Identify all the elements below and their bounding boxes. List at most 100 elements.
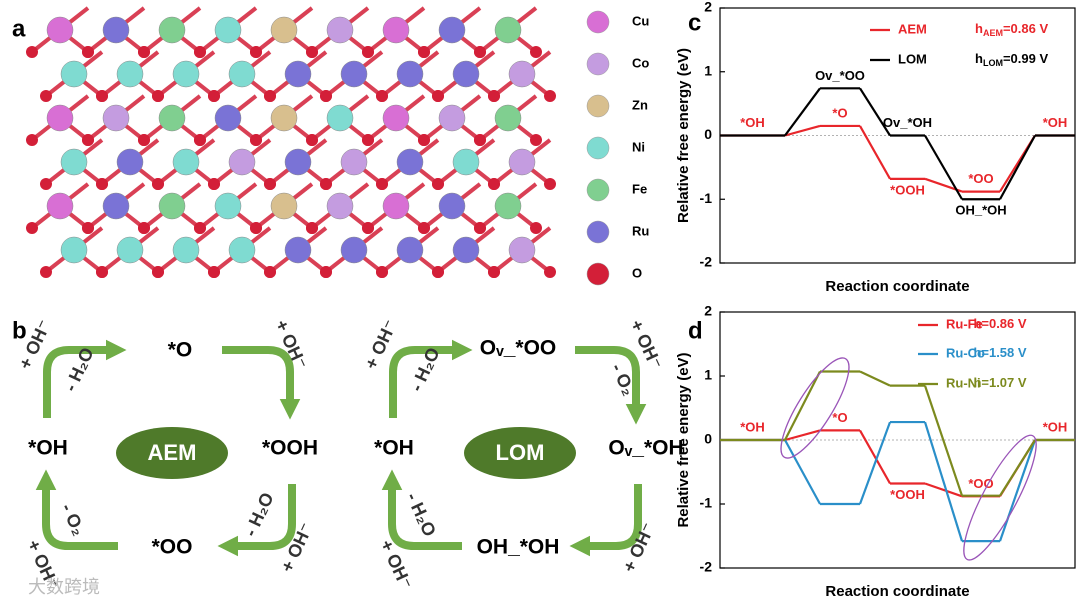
connector — [858, 421, 892, 505]
lom-oval — [464, 427, 576, 479]
oxygen-atom — [26, 134, 38, 146]
point-label: *OO — [968, 476, 993, 491]
y-axis-label: Relative free energy (eV) — [675, 352, 692, 527]
atom — [340, 236, 368, 264]
connector — [784, 439, 821, 505]
atom — [172, 236, 200, 264]
oxygen-atom — [208, 90, 220, 102]
atom — [270, 16, 298, 44]
y-tick-label: -1 — [700, 190, 713, 206]
oxygen-atom — [306, 46, 318, 58]
atom — [438, 104, 466, 132]
atom — [382, 104, 410, 132]
legend-swatch — [586, 10, 610, 34]
atom — [60, 148, 88, 176]
y-tick-label: -1 — [700, 495, 713, 511]
oxygen-atom — [26, 222, 38, 234]
oxygen-atom — [362, 222, 374, 234]
oxygen-atom — [194, 222, 206, 234]
oxygen-atom — [82, 134, 94, 146]
oxygen-atom — [194, 134, 206, 146]
oxygen-atom — [152, 90, 164, 102]
legend-label: Ru-Fe — [946, 316, 983, 331]
oxygen-atom — [26, 46, 38, 58]
oxygen-atom — [96, 178, 108, 190]
atom — [508, 60, 536, 88]
panel-label: d — [688, 317, 703, 344]
oxygen-atom — [40, 178, 52, 190]
atom — [284, 60, 312, 88]
atom — [326, 104, 354, 132]
connector — [859, 429, 891, 485]
legend-note: hLOM=0.99 V — [975, 51, 1048, 68]
atom — [172, 148, 200, 176]
oxygen-atom — [530, 222, 542, 234]
oxygen-atom — [264, 90, 276, 102]
atom — [452, 148, 480, 176]
point-label: *OH — [1043, 419, 1068, 434]
note-part: =0.99 V — [1003, 51, 1049, 66]
oxygen-atom — [250, 134, 262, 146]
oxygen-atom — [474, 46, 486, 58]
watermark: 大数跨境 — [28, 577, 100, 597]
legend-swatch — [586, 94, 610, 118]
legend-label: Ru-Ni — [946, 375, 981, 390]
atom — [396, 236, 424, 264]
state-label: *OH — [374, 437, 414, 460]
legend-note: h=0.86 V — [973, 316, 1026, 331]
oxygen-atom — [432, 178, 444, 190]
highlight — [963, 434, 1037, 561]
x-axis-label: Reaction coordinate — [825, 278, 969, 295]
oxygen-atom — [488, 178, 500, 190]
atom — [102, 104, 130, 132]
oxygen-atom — [250, 46, 262, 58]
arrow — [217, 484, 296, 557]
atom — [340, 60, 368, 88]
point-label: *OO — [968, 171, 993, 186]
legend-label: Co — [632, 55, 649, 70]
cycle-arrows — [35, 339, 647, 557]
atom — [60, 236, 88, 264]
legend-note: hAEM=0.86 V — [975, 21, 1048, 38]
panel-label: b — [12, 317, 27, 344]
oxygen-atom — [544, 178, 556, 190]
atom — [452, 236, 480, 264]
step-label: + OH⁻ — [271, 317, 311, 373]
legend-swatch — [586, 178, 610, 202]
legend-note: h=1.58 V — [973, 345, 1026, 360]
atom — [284, 236, 312, 264]
point-label: Ov_*OO — [815, 68, 865, 83]
arrow — [569, 484, 642, 557]
atom — [214, 104, 242, 132]
note-part: h=0.86 V — [973, 316, 1026, 331]
connector — [859, 125, 891, 180]
legend-swatch — [586, 262, 610, 286]
atom — [158, 16, 186, 44]
point-label: *OOH — [890, 487, 925, 502]
note-part: h — [975, 51, 983, 66]
y-tick-label: 2 — [704, 303, 712, 319]
oxygen-atom — [152, 178, 164, 190]
y-tick-label: -2 — [700, 254, 713, 270]
note-part: AEM — [983, 28, 1003, 38]
atom — [508, 148, 536, 176]
atom — [438, 192, 466, 220]
oxygen-atom — [362, 46, 374, 58]
step-label: - H₂O — [240, 489, 278, 539]
atom — [396, 60, 424, 88]
atom — [382, 192, 410, 220]
step-label: - H₂O — [402, 489, 440, 539]
arrow — [389, 339, 473, 418]
connector — [923, 421, 964, 542]
oxygen-atom — [432, 90, 444, 102]
oxygen-atom — [320, 90, 332, 102]
oxygen-atom — [194, 46, 206, 58]
atom — [158, 104, 186, 132]
atom — [46, 16, 74, 44]
connector — [999, 439, 1036, 497]
connector — [999, 134, 1036, 200]
state-label: *OOH — [262, 437, 318, 460]
y-tick-label: 1 — [704, 62, 712, 78]
point-label: *O — [832, 105, 847, 120]
oxygen-atom — [208, 266, 220, 278]
